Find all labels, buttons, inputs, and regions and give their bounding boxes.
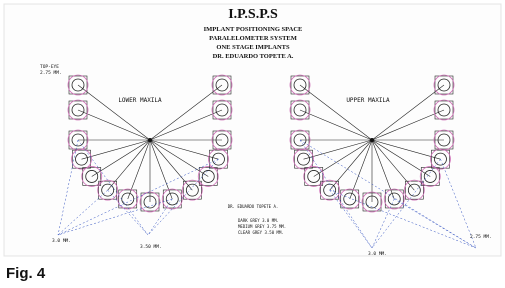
note: 2.75 MM. — [40, 70, 62, 76]
legend-row: DARK GREY 3.0 MM. — [238, 218, 279, 223]
title: I.P.S.P.S — [228, 7, 278, 22]
legend-row: CLEAR GREY 3.50 MM. — [238, 230, 284, 235]
arch-label: UPPER MAXILA — [346, 97, 390, 104]
note: 3.50 MM. — [140, 244, 162, 250]
note: 3.0 MM. — [368, 251, 387, 257]
subtitle: DR. EDUARDO TOPETE A. — [213, 53, 294, 60]
note: 3.0 MM. — [52, 238, 71, 244]
center — [148, 138, 152, 142]
note: 2.75 MM. — [470, 234, 492, 240]
subtitle: IMPLANT POSITIONING SPACE — [204, 26, 303, 33]
subtitle: PARALELOMETER SYSTEM — [209, 35, 297, 42]
center — [370, 138, 374, 142]
caption: Fig. 4 — [6, 265, 46, 282]
legend-row: MEDIUM GREY 3.75 MM. — [238, 224, 286, 229]
note: TOP-EYE — [40, 64, 59, 70]
figure: I.P.S.P.S IMPLANT POSITIONING SPACE PARA… — [0, 0, 505, 288]
arch-label: LOWER MAXILA — [118, 97, 162, 104]
subtitle: ONE STAGE IMPLANTS — [216, 44, 290, 51]
legend-author: DR. EDUARDO TOPETE A. — [228, 204, 279, 209]
